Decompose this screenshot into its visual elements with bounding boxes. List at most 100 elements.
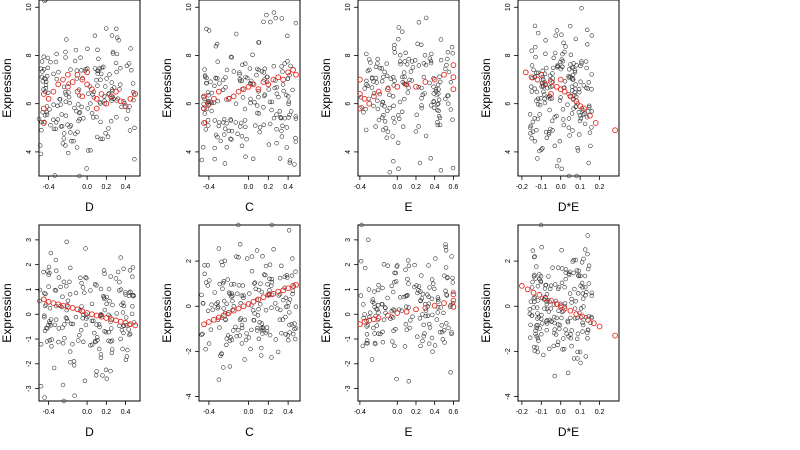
black-point — [269, 99, 275, 105]
black-point — [364, 51, 369, 57]
black-point — [254, 248, 260, 253]
black-point — [95, 47, 100, 52]
black-point — [76, 102, 81, 107]
black-point — [286, 101, 291, 107]
black-point — [205, 263, 211, 268]
black-point — [80, 285, 86, 290]
black-point — [64, 239, 69, 245]
black-point — [63, 113, 69, 118]
black-point — [274, 112, 279, 117]
black-point — [212, 290, 217, 295]
black-point — [373, 75, 379, 81]
red-point — [132, 322, 139, 329]
black-point — [385, 108, 390, 114]
black-point — [258, 281, 263, 286]
black-point — [405, 276, 410, 282]
black-point — [245, 256, 250, 261]
black-point — [543, 129, 549, 135]
black-point — [273, 301, 278, 306]
black-point — [243, 74, 248, 80]
black-point — [250, 52, 255, 57]
black-point — [203, 347, 208, 352]
black-point — [537, 112, 542, 117]
black-point — [437, 330, 443, 335]
black-point — [63, 143, 68, 148]
black-point — [569, 300, 574, 305]
black-point — [201, 301, 206, 306]
black-point — [369, 85, 375, 90]
red-point — [40, 120, 47, 126]
black-point — [129, 67, 134, 73]
black-point — [290, 256, 295, 261]
black-point — [293, 269, 298, 274]
black-point — [93, 339, 98, 345]
black-point — [555, 339, 561, 345]
black-point — [536, 338, 541, 343]
black-point — [205, 308, 211, 313]
black-point — [69, 139, 74, 144]
black-point — [391, 159, 396, 164]
red-point — [375, 315, 382, 321]
black-point — [238, 78, 243, 84]
black-point — [432, 286, 437, 291]
black-point — [277, 156, 283, 161]
red-point — [371, 93, 377, 100]
x-tick-label: 0.6 — [449, 184, 459, 191]
black-point — [588, 320, 593, 325]
black-point — [391, 115, 396, 121]
black-point — [554, 163, 560, 169]
black-point — [204, 80, 209, 86]
black-point — [237, 77, 243, 82]
black-point — [543, 283, 548, 288]
red-point — [74, 88, 81, 95]
black-point — [231, 304, 237, 309]
red-point — [422, 79, 429, 85]
black-point — [126, 327, 131, 332]
black-point — [281, 88, 286, 94]
black-point — [369, 357, 375, 362]
black-point — [358, 293, 364, 298]
black-point — [85, 46, 90, 51]
black-point — [101, 268, 107, 273]
black-point — [586, 281, 592, 286]
red-point — [250, 298, 257, 305]
black-point — [561, 347, 567, 352]
black-point — [237, 70, 242, 75]
black-point — [443, 96, 448, 102]
black-point — [202, 263, 207, 268]
red-point — [431, 76, 438, 83]
black-point — [46, 264, 52, 270]
black-point — [362, 86, 367, 91]
black-point — [67, 124, 72, 130]
black-point — [42, 313, 47, 318]
black-point — [75, 129, 80, 135]
black-point — [555, 265, 561, 270]
black-point — [553, 33, 558, 38]
black-point — [432, 343, 438, 348]
black-point — [359, 222, 364, 228]
black-point — [539, 321, 545, 326]
black-point — [257, 129, 262, 135]
black-point — [544, 65, 549, 71]
black-point — [410, 65, 416, 70]
black-point — [229, 294, 234, 299]
black-point — [394, 264, 399, 269]
black-point — [94, 335, 100, 340]
black-point — [383, 305, 388, 310]
black-point — [102, 296, 107, 301]
black-point — [532, 116, 537, 121]
y-axis-label: Expression — [319, 58, 333, 117]
black-point — [375, 106, 381, 112]
red-point — [260, 79, 267, 85]
black-point — [557, 322, 563, 328]
black-point — [89, 318, 95, 323]
y-axis-label: Expression — [479, 58, 493, 117]
black-point — [84, 276, 89, 281]
black-point — [212, 83, 217, 89]
black-point — [255, 110, 260, 116]
red-point — [450, 74, 457, 81]
black-point — [573, 82, 578, 87]
black-point — [576, 86, 582, 92]
black-point — [428, 103, 434, 108]
black-point — [51, 117, 56, 122]
